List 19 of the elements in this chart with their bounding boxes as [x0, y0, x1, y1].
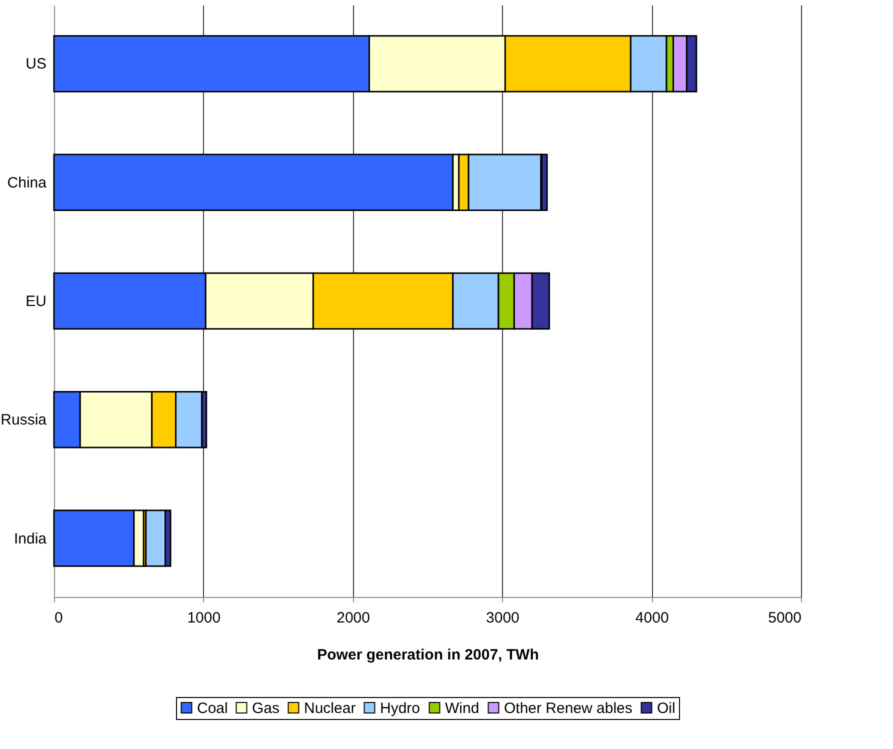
x-tick-label: 1000 — [187, 610, 221, 626]
x-axis-title: Power generation in 2007, TWh — [317, 646, 539, 664]
x-tick-label: 4000 — [635, 610, 669, 626]
legend-label: Coal — [197, 700, 228, 717]
legend-label: Hydro — [380, 700, 420, 717]
x-tick-label: 5000 — [768, 610, 802, 626]
y-tick-label: Russia — [0, 412, 48, 429]
legend-label: Other Renew ables — [504, 700, 632, 717]
x-tick-label: 0 — [54, 610, 63, 626]
y-tick-label: EU — [26, 293, 46, 310]
y-tick-label: China — [7, 174, 48, 192]
y-tick-label: India — [14, 530, 48, 548]
x-tick-label: 2000 — [336, 610, 370, 626]
legend-label: Gas — [252, 700, 280, 717]
legend-label: Nuclear — [304, 700, 356, 717]
x-tick-label: 3000 — [486, 610, 520, 626]
y-tick-label: US — [26, 56, 46, 73]
legend-label: Wind — [445, 700, 480, 717]
legend-label: Oil — [657, 700, 676, 717]
